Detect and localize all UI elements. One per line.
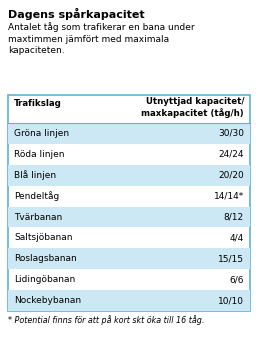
Text: Saltsjöbanan: Saltsjöbanan: [14, 233, 72, 242]
Text: Lidingöbanan: Lidingöbanan: [14, 275, 75, 284]
Text: Antalet tåg som trafikerar en bana under
maxtimmen jämfört med maximala
kapacite: Antalet tåg som trafikerar en bana under…: [8, 22, 195, 56]
Text: 20/20: 20/20: [218, 171, 244, 180]
Text: Tvärbanan: Tvärbanan: [14, 213, 62, 221]
Text: 24/24: 24/24: [219, 150, 244, 159]
Text: Röda linjen: Röda linjen: [14, 150, 64, 159]
FancyBboxPatch shape: [8, 248, 250, 269]
Text: Dagens spårkapacitet: Dagens spårkapacitet: [8, 8, 145, 20]
Text: Blå linjen: Blå linjen: [14, 170, 56, 180]
Text: * Potential finns för att på kort skt öka till 16 tåg.: * Potential finns för att på kort skt ök…: [8, 315, 204, 325]
FancyBboxPatch shape: [8, 123, 250, 144]
Text: 4/4: 4/4: [230, 233, 244, 242]
Text: Gröna linjen: Gröna linjen: [14, 129, 69, 138]
Text: 6/6: 6/6: [230, 275, 244, 284]
Text: 10/10: 10/10: [218, 296, 244, 305]
Text: Nockebybanan: Nockebybanan: [14, 296, 81, 305]
FancyBboxPatch shape: [8, 95, 250, 311]
FancyBboxPatch shape: [8, 165, 250, 186]
Text: 30/30: 30/30: [218, 129, 244, 138]
Text: 14/14*: 14/14*: [214, 192, 244, 201]
Text: Pendeltåg: Pendeltåg: [14, 191, 59, 201]
FancyBboxPatch shape: [8, 290, 250, 311]
Text: Roslagsbanan: Roslagsbanan: [14, 254, 77, 263]
FancyBboxPatch shape: [8, 206, 250, 227]
Text: Trafikslag: Trafikslag: [14, 99, 62, 108]
Text: 15/15: 15/15: [218, 254, 244, 263]
Text: Utnyttjad kapacitet/
maxkapacitet (tåg/h): Utnyttjad kapacitet/ maxkapacitet (tåg/h…: [141, 97, 244, 118]
Text: 8/12: 8/12: [224, 213, 244, 221]
